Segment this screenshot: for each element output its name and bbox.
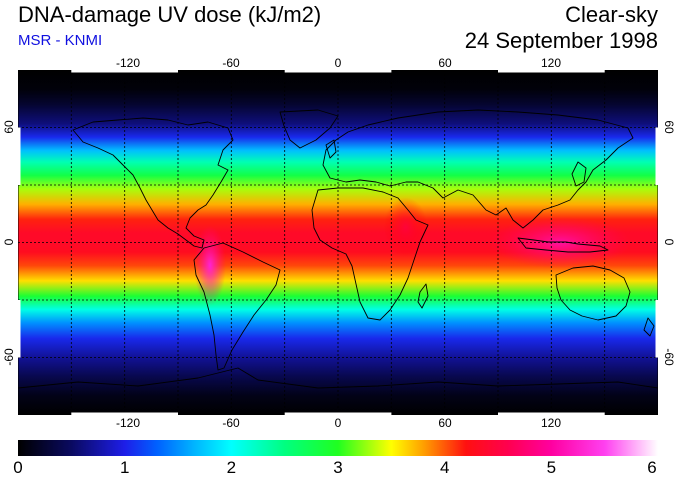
hotspot-indonesia xyxy=(490,216,631,269)
lon-tick-bottom: 0 xyxy=(334,416,342,430)
lon-tick-top: 0 xyxy=(334,56,342,70)
coast-indonesia xyxy=(517,237,609,253)
lat-tick-right: 60 xyxy=(662,120,676,134)
lat-tick-left: -60 xyxy=(2,348,16,366)
lat-tick-right: 0 xyxy=(662,238,676,246)
lon-tick-bottom: 60 xyxy=(438,416,452,430)
map-title: DNA-damage UV dose (kJ/m2) xyxy=(18,2,322,27)
colorbar-label: 6 xyxy=(647,458,657,477)
colorbar-label: 0 xyxy=(13,458,23,477)
lon-tick-top: -60 xyxy=(222,56,240,70)
coast-africa xyxy=(311,187,429,321)
lon-tick-top: -120 xyxy=(115,56,141,70)
lon-tick-bottom: 120 xyxy=(540,416,562,430)
lon-tick-top: 60 xyxy=(438,56,452,70)
colorbar-label: 3 xyxy=(333,458,343,477)
colorbar-label: 1 xyxy=(119,458,130,477)
coast-australia xyxy=(555,265,631,321)
lon-tick-bottom: -120 xyxy=(115,416,141,430)
date-label: 24 September 1998 xyxy=(464,28,658,53)
coast-britain xyxy=(325,139,337,159)
colorbar-label: 5 xyxy=(546,458,557,477)
uv-dose-map xyxy=(18,70,658,415)
graticule xyxy=(18,70,658,415)
colorbar-label: 4 xyxy=(439,458,450,477)
hotspot-andes xyxy=(194,225,226,306)
coast-eurasia xyxy=(322,109,634,229)
colorbar-label: 2 xyxy=(226,458,237,477)
coast-new-zealand xyxy=(643,317,655,337)
hotspot-layer xyxy=(194,197,631,306)
credit-label: MSR - KNMI xyxy=(18,32,103,49)
lat-tick-right: -60 xyxy=(662,348,676,366)
map-frame xyxy=(18,70,658,415)
lat-tick-left: 60 xyxy=(2,120,16,134)
colorbar xyxy=(18,440,658,456)
coast-south-america xyxy=(193,242,281,371)
coast-greenland xyxy=(279,109,339,149)
lat-tick-left: 0 xyxy=(2,238,16,246)
coastlines xyxy=(18,109,658,389)
lon-tick-bottom: -60 xyxy=(222,416,240,430)
sky-condition-label: Clear-sky xyxy=(565,2,658,27)
coast-japan xyxy=(571,161,587,187)
coast-north-america xyxy=(72,117,234,249)
lon-tick-top: 120 xyxy=(540,56,562,70)
coast-antarctica xyxy=(18,367,658,389)
hotspot-east-africa xyxy=(383,197,428,258)
